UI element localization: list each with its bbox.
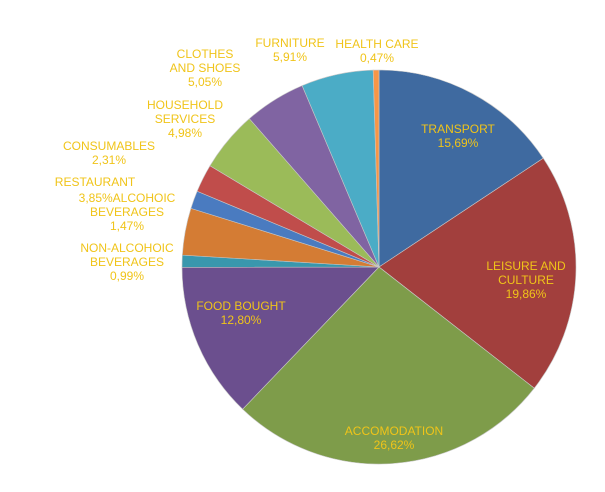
pie-slice-leisure-and-culture bbox=[378, 157, 577, 389]
label-furniture: FURNITURE 5,91% bbox=[255, 36, 324, 64]
label-health-care: HEALTH CARE 0,47% bbox=[335, 37, 418, 65]
label-text: BEVERAGES bbox=[89, 255, 165, 269]
label-alcoholic-beverages: 3,85%ALCOHOIC BEVERAGES 1,47% bbox=[79, 191, 176, 233]
label-text: CONSUMABLES bbox=[62, 139, 156, 153]
label-value: 1,47% bbox=[109, 219, 145, 233]
label-value: 4,98% bbox=[167, 126, 203, 140]
label-value: 15,69% bbox=[437, 136, 479, 150]
label-text: NON-ALCOHOIC bbox=[80, 241, 174, 255]
label-text: FOOD BOUGHT bbox=[196, 299, 286, 313]
label-restaurant: RESTAURANT bbox=[55, 175, 135, 189]
label-transport: TRANSPORT 15,69% bbox=[421, 122, 495, 150]
pie-slice-accomodation bbox=[242, 266, 535, 465]
label-text: AND SHOES bbox=[169, 61, 241, 75]
label-food-bought: FOOD BOUGHT 12,80% bbox=[196, 299, 285, 327]
label-text: FURNITURE bbox=[255, 36, 325, 50]
label-value: 19,86% bbox=[505, 287, 547, 301]
label-value: 0,99% bbox=[109, 269, 145, 283]
label-consumables: CONSUMABLES 2,31% bbox=[63, 139, 155, 167]
label-text: HOUSEHOLD bbox=[146, 98, 224, 112]
label-value: 2,31% bbox=[91, 153, 127, 167]
label-value: 26,62% bbox=[373, 438, 415, 452]
pie-slice-transport bbox=[378, 69, 544, 268]
label-text: ACCOMODATION bbox=[344, 424, 444, 438]
label-text: BEVERAGES bbox=[89, 205, 165, 219]
label-value: 5,91% bbox=[272, 50, 308, 64]
label-text: CULTURE bbox=[498, 273, 554, 287]
label-non-alcoholic-beverages: NON-ALCOHOIC BEVERAGES 0,99% bbox=[80, 241, 173, 283]
label-household-services: HOUSEHOLD SERVICES 4,98% bbox=[147, 98, 223, 140]
label-accomodation: ACCOMODATION 26,62% bbox=[345, 424, 443, 452]
label-value: 12,80% bbox=[220, 313, 262, 327]
label-text: 3,85%ALCOHOIC bbox=[78, 191, 176, 205]
label-clothes-and-shoes: CLOTHES AND SHOES 5,05% bbox=[170, 47, 241, 89]
pie-slice-food-bought bbox=[181, 266, 380, 410]
label-text: HEALTH CARE bbox=[335, 37, 419, 51]
label-text: TRANSPORT bbox=[421, 122, 495, 136]
label-leisure-and-culture: LEISURE AND CULTURE 19,86% bbox=[486, 259, 565, 301]
label-value: 5,05% bbox=[187, 75, 223, 89]
label-text: CLOTHES bbox=[176, 47, 234, 61]
label-text: LEISURE AND bbox=[486, 259, 566, 273]
pie-slice-health-care bbox=[372, 69, 380, 268]
label-text: SERVICES bbox=[154, 112, 216, 126]
label-text: RESTAURANT bbox=[54, 175, 136, 189]
label-value: 0,47% bbox=[359, 51, 395, 65]
